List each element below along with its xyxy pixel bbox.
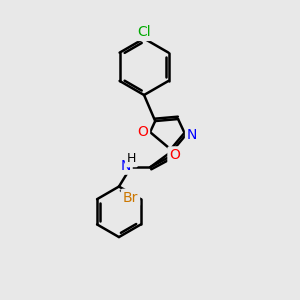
Text: N: N — [120, 159, 131, 173]
Text: Br: Br — [123, 191, 138, 205]
Text: N: N — [187, 128, 197, 142]
Text: O: O — [169, 148, 180, 162]
Text: H: H — [127, 152, 136, 165]
Text: O: O — [137, 125, 148, 139]
Text: Cl: Cl — [137, 25, 151, 39]
